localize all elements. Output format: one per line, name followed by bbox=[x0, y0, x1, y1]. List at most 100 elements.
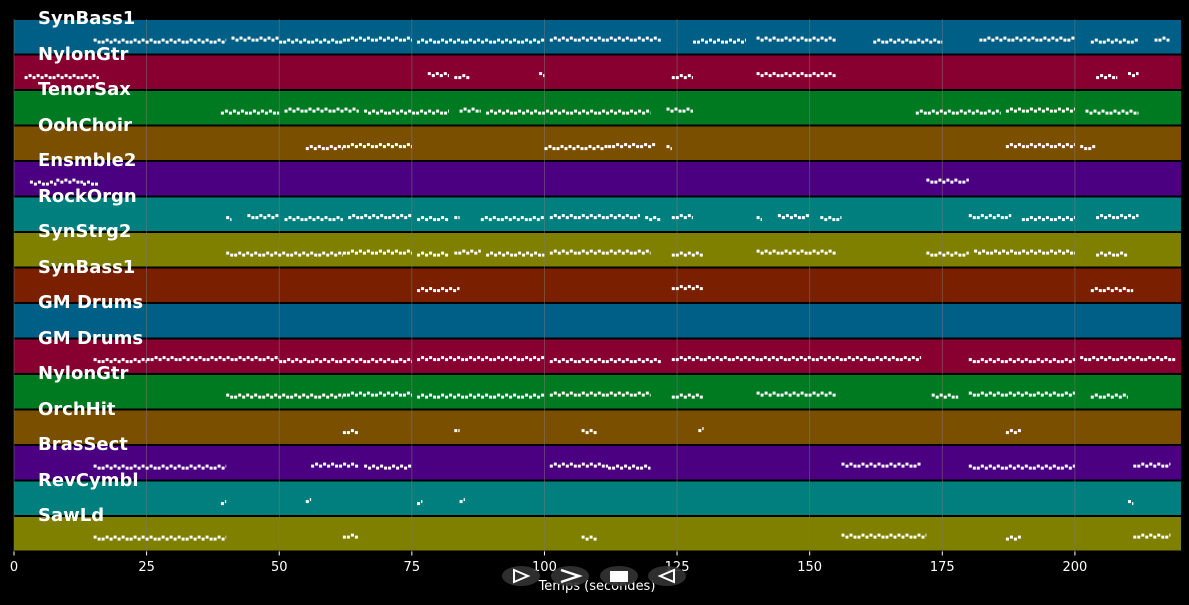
note bbox=[267, 36, 271, 40]
note bbox=[865, 535, 869, 539]
note bbox=[1132, 216, 1136, 220]
note bbox=[488, 218, 492, 222]
note bbox=[469, 393, 473, 397]
note bbox=[1025, 145, 1029, 149]
fast-forward-button[interactable] bbox=[551, 566, 589, 586]
note bbox=[307, 360, 311, 364]
note bbox=[1066, 249, 1070, 253]
note bbox=[332, 109, 336, 113]
note bbox=[893, 535, 897, 539]
note bbox=[342, 38, 346, 42]
note bbox=[1161, 535, 1165, 539]
note bbox=[1005, 431, 1009, 435]
note bbox=[776, 393, 780, 397]
note bbox=[1069, 218, 1073, 222]
note bbox=[731, 358, 735, 362]
note bbox=[569, 214, 573, 218]
note bbox=[320, 218, 324, 222]
note bbox=[421, 38, 425, 42]
note bbox=[560, 145, 564, 149]
note bbox=[282, 251, 286, 255]
note bbox=[336, 107, 340, 111]
note bbox=[197, 38, 201, 42]
note bbox=[1056, 360, 1060, 364]
note-segment bbox=[220, 109, 280, 115]
note bbox=[1029, 216, 1033, 220]
note bbox=[585, 537, 589, 541]
note bbox=[394, 391, 398, 395]
note bbox=[1045, 143, 1049, 147]
note bbox=[1071, 36, 1075, 40]
note bbox=[804, 393, 808, 397]
stop-button[interactable] bbox=[600, 566, 638, 586]
note bbox=[83, 182, 86, 186]
note bbox=[342, 253, 343, 257]
note bbox=[1096, 216, 1100, 220]
note bbox=[1169, 533, 1171, 537]
note bbox=[29, 180, 33, 184]
note bbox=[967, 109, 971, 113]
note bbox=[976, 216, 980, 220]
note bbox=[609, 36, 613, 40]
note bbox=[804, 251, 808, 255]
note bbox=[1028, 393, 1032, 397]
note bbox=[683, 216, 687, 220]
note bbox=[1017, 107, 1021, 111]
note bbox=[1007, 38, 1011, 42]
note bbox=[1054, 251, 1058, 255]
note bbox=[616, 143, 620, 147]
note bbox=[481, 395, 485, 399]
play-button[interactable] bbox=[502, 566, 540, 586]
note bbox=[48, 76, 52, 80]
note bbox=[811, 358, 815, 362]
note bbox=[466, 76, 470, 80]
note bbox=[304, 109, 308, 113]
note bbox=[772, 391, 776, 395]
note bbox=[652, 143, 656, 147]
note bbox=[218, 356, 222, 360]
note bbox=[637, 358, 641, 362]
note bbox=[68, 76, 72, 80]
note bbox=[1055, 38, 1059, 42]
note bbox=[256, 111, 260, 115]
note bbox=[1004, 360, 1008, 364]
note bbox=[117, 537, 121, 541]
note bbox=[610, 109, 614, 113]
note bbox=[695, 285, 699, 289]
note bbox=[251, 38, 255, 42]
note bbox=[72, 178, 76, 182]
note bbox=[193, 466, 197, 470]
note bbox=[205, 464, 209, 468]
note bbox=[325, 147, 329, 151]
note bbox=[498, 109, 502, 113]
note bbox=[247, 214, 251, 218]
note bbox=[60, 76, 64, 80]
note bbox=[855, 356, 859, 360]
note bbox=[923, 111, 927, 115]
note bbox=[832, 393, 836, 397]
rewind-button[interactable] bbox=[648, 566, 686, 586]
note bbox=[251, 216, 255, 220]
note bbox=[1044, 358, 1048, 362]
note bbox=[966, 251, 969, 255]
note bbox=[1133, 464, 1137, 468]
note bbox=[820, 216, 824, 220]
note bbox=[671, 76, 675, 80]
note-segment bbox=[342, 36, 412, 42]
note bbox=[497, 356, 501, 360]
note bbox=[306, 395, 310, 399]
note bbox=[342, 251, 346, 255]
note bbox=[881, 464, 885, 468]
note bbox=[209, 40, 213, 44]
note bbox=[359, 358, 363, 362]
note bbox=[788, 74, 792, 78]
note bbox=[1130, 289, 1134, 293]
track-lane bbox=[14, 304, 1181, 338]
note bbox=[787, 358, 791, 362]
note bbox=[1049, 109, 1053, 113]
note bbox=[186, 358, 190, 362]
note bbox=[1064, 464, 1068, 468]
note bbox=[295, 358, 299, 362]
note bbox=[404, 111, 408, 115]
note bbox=[346, 38, 350, 42]
